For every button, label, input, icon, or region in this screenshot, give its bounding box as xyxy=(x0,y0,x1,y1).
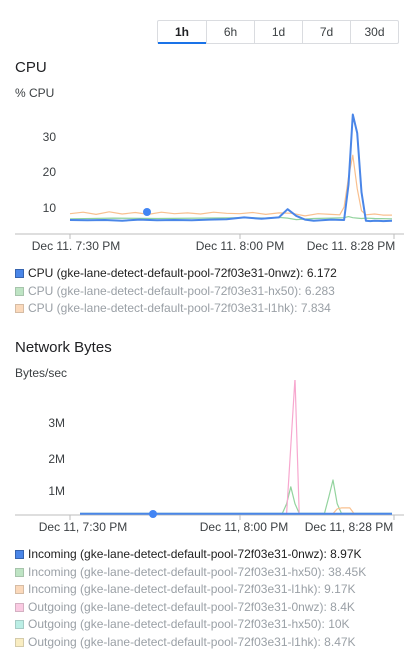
cpu-hover-marker[interactable] xyxy=(143,208,151,216)
cpu-series-group xyxy=(69,113,393,223)
cpu-x-tick-label: Dec 11, 7:30 PM xyxy=(32,239,121,250)
legend-swatch xyxy=(15,304,24,314)
legend-swatch xyxy=(15,269,24,279)
network-x-tick-label: Dec 11, 7:30 PM xyxy=(39,520,128,534)
legend-swatch xyxy=(15,620,24,630)
cpu-y-tick-label: 10 xyxy=(43,201,57,215)
network-legend: Incoming (gke-lane-detect-default-pool-7… xyxy=(15,546,366,651)
network-y-tick-label: 3M xyxy=(48,416,65,430)
legend-swatch xyxy=(15,567,24,577)
legend-label: Incoming (gke-lane-detect-default-pool-7… xyxy=(28,564,367,579)
range-button-7d[interactable]: 7d xyxy=(302,21,350,43)
cpu-y-tick-label: 20 xyxy=(43,165,57,179)
cpu-series-line-3 xyxy=(69,154,392,217)
range-button-1d[interactable]: 1d xyxy=(254,21,302,43)
legend-label: CPU (gke-lane-detect-default-pool-72f03e… xyxy=(28,266,337,280)
network-chart[interactable]: 3M 2M 1M Dec 11, 7:30 PM Dec 11, 8:00 PM… xyxy=(0,380,419,535)
cpu-unit-label: % CPU xyxy=(15,86,55,100)
legend-label: Incoming (gke-lane-detect-default-pool-7… xyxy=(28,582,356,596)
legend-swatch xyxy=(15,637,24,647)
network-x-tick-label: Dec 11, 8:00 PM xyxy=(200,520,289,534)
legend-label: CPU (gke-lane-detect-default-pool-72f03e… xyxy=(28,283,335,298)
range-button-30d[interactable]: 30d xyxy=(350,21,398,43)
cpu-chart[interactable]: 30 20 10 Dec 11, 7:30 PM Dec 11, 8:00 PM… xyxy=(0,100,419,250)
network-legend-item[interactable]: Incoming (gke-lane-detect-default-pool-7… xyxy=(15,564,366,582)
time-range-selector: 1h 6h 1d 7d 30d xyxy=(157,20,399,44)
cpu-x-tick-label: Dec 11, 8:00 PM xyxy=(196,239,285,250)
cpu-legend-item[interactable]: CPU (gke-lane-detect-default-pool-72f03e… xyxy=(15,283,337,301)
cpu-chart-title: CPU xyxy=(15,59,47,76)
range-button-6h[interactable]: 6h xyxy=(206,21,254,43)
legend-swatch xyxy=(15,602,24,612)
legend-label: CPU (gke-lane-detect-default-pool-72f03e… xyxy=(28,301,331,315)
network-y-tick-label: 2M xyxy=(48,452,65,466)
legend-label: Outgoing (gke-lane-detect-default-pool-7… xyxy=(28,599,355,614)
network-series-line-4 xyxy=(80,380,392,515)
network-legend-item[interactable]: Incoming (gke-lane-detect-default-pool-7… xyxy=(15,546,366,564)
range-button-1h[interactable]: 1h xyxy=(158,21,206,44)
legend-label: Incoming (gke-lane-detect-default-pool-7… xyxy=(28,547,362,561)
legend-swatch xyxy=(15,550,24,560)
legend-swatch xyxy=(15,585,24,595)
network-x-tick-label: Dec 11, 8:28 PM xyxy=(305,520,394,534)
network-y-tick-label: 1M xyxy=(48,484,65,498)
network-legend-item[interactable]: Outgoing (gke-lane-detect-default-pool-7… xyxy=(15,634,366,652)
legend-swatch xyxy=(15,286,24,296)
network-hover-marker[interactable] xyxy=(149,510,157,518)
network-legend-item[interactable]: Outgoing (gke-lane-detect-default-pool-7… xyxy=(15,616,366,634)
cpu-legend-item[interactable]: CPU (gke-lane-detect-default-pool-72f03e… xyxy=(15,300,337,318)
cpu-series-line-1 xyxy=(69,113,393,223)
network-legend-item[interactable]: Incoming (gke-lane-detect-default-pool-7… xyxy=(15,581,366,599)
network-legend-item[interactable]: Outgoing (gke-lane-detect-default-pool-7… xyxy=(15,599,366,617)
network-chart-title: Network Bytes xyxy=(15,339,112,356)
cpu-legend: CPU (gke-lane-detect-default-pool-72f03e… xyxy=(15,265,337,318)
legend-label: Outgoing (gke-lane-detect-default-pool-7… xyxy=(28,617,350,631)
cpu-series-line-2 xyxy=(69,215,393,221)
cpu-x-tick-label: Dec 11, 8:28 PM xyxy=(307,239,396,250)
network-unit-label: Bytes/sec xyxy=(15,366,68,380)
cpu-legend-item[interactable]: CPU (gke-lane-detect-default-pool-72f03e… xyxy=(15,265,337,283)
legend-label: Outgoing (gke-lane-detect-default-pool-7… xyxy=(28,634,356,649)
network-series-group xyxy=(80,380,392,515)
cpu-y-tick-label: 30 xyxy=(43,130,57,144)
